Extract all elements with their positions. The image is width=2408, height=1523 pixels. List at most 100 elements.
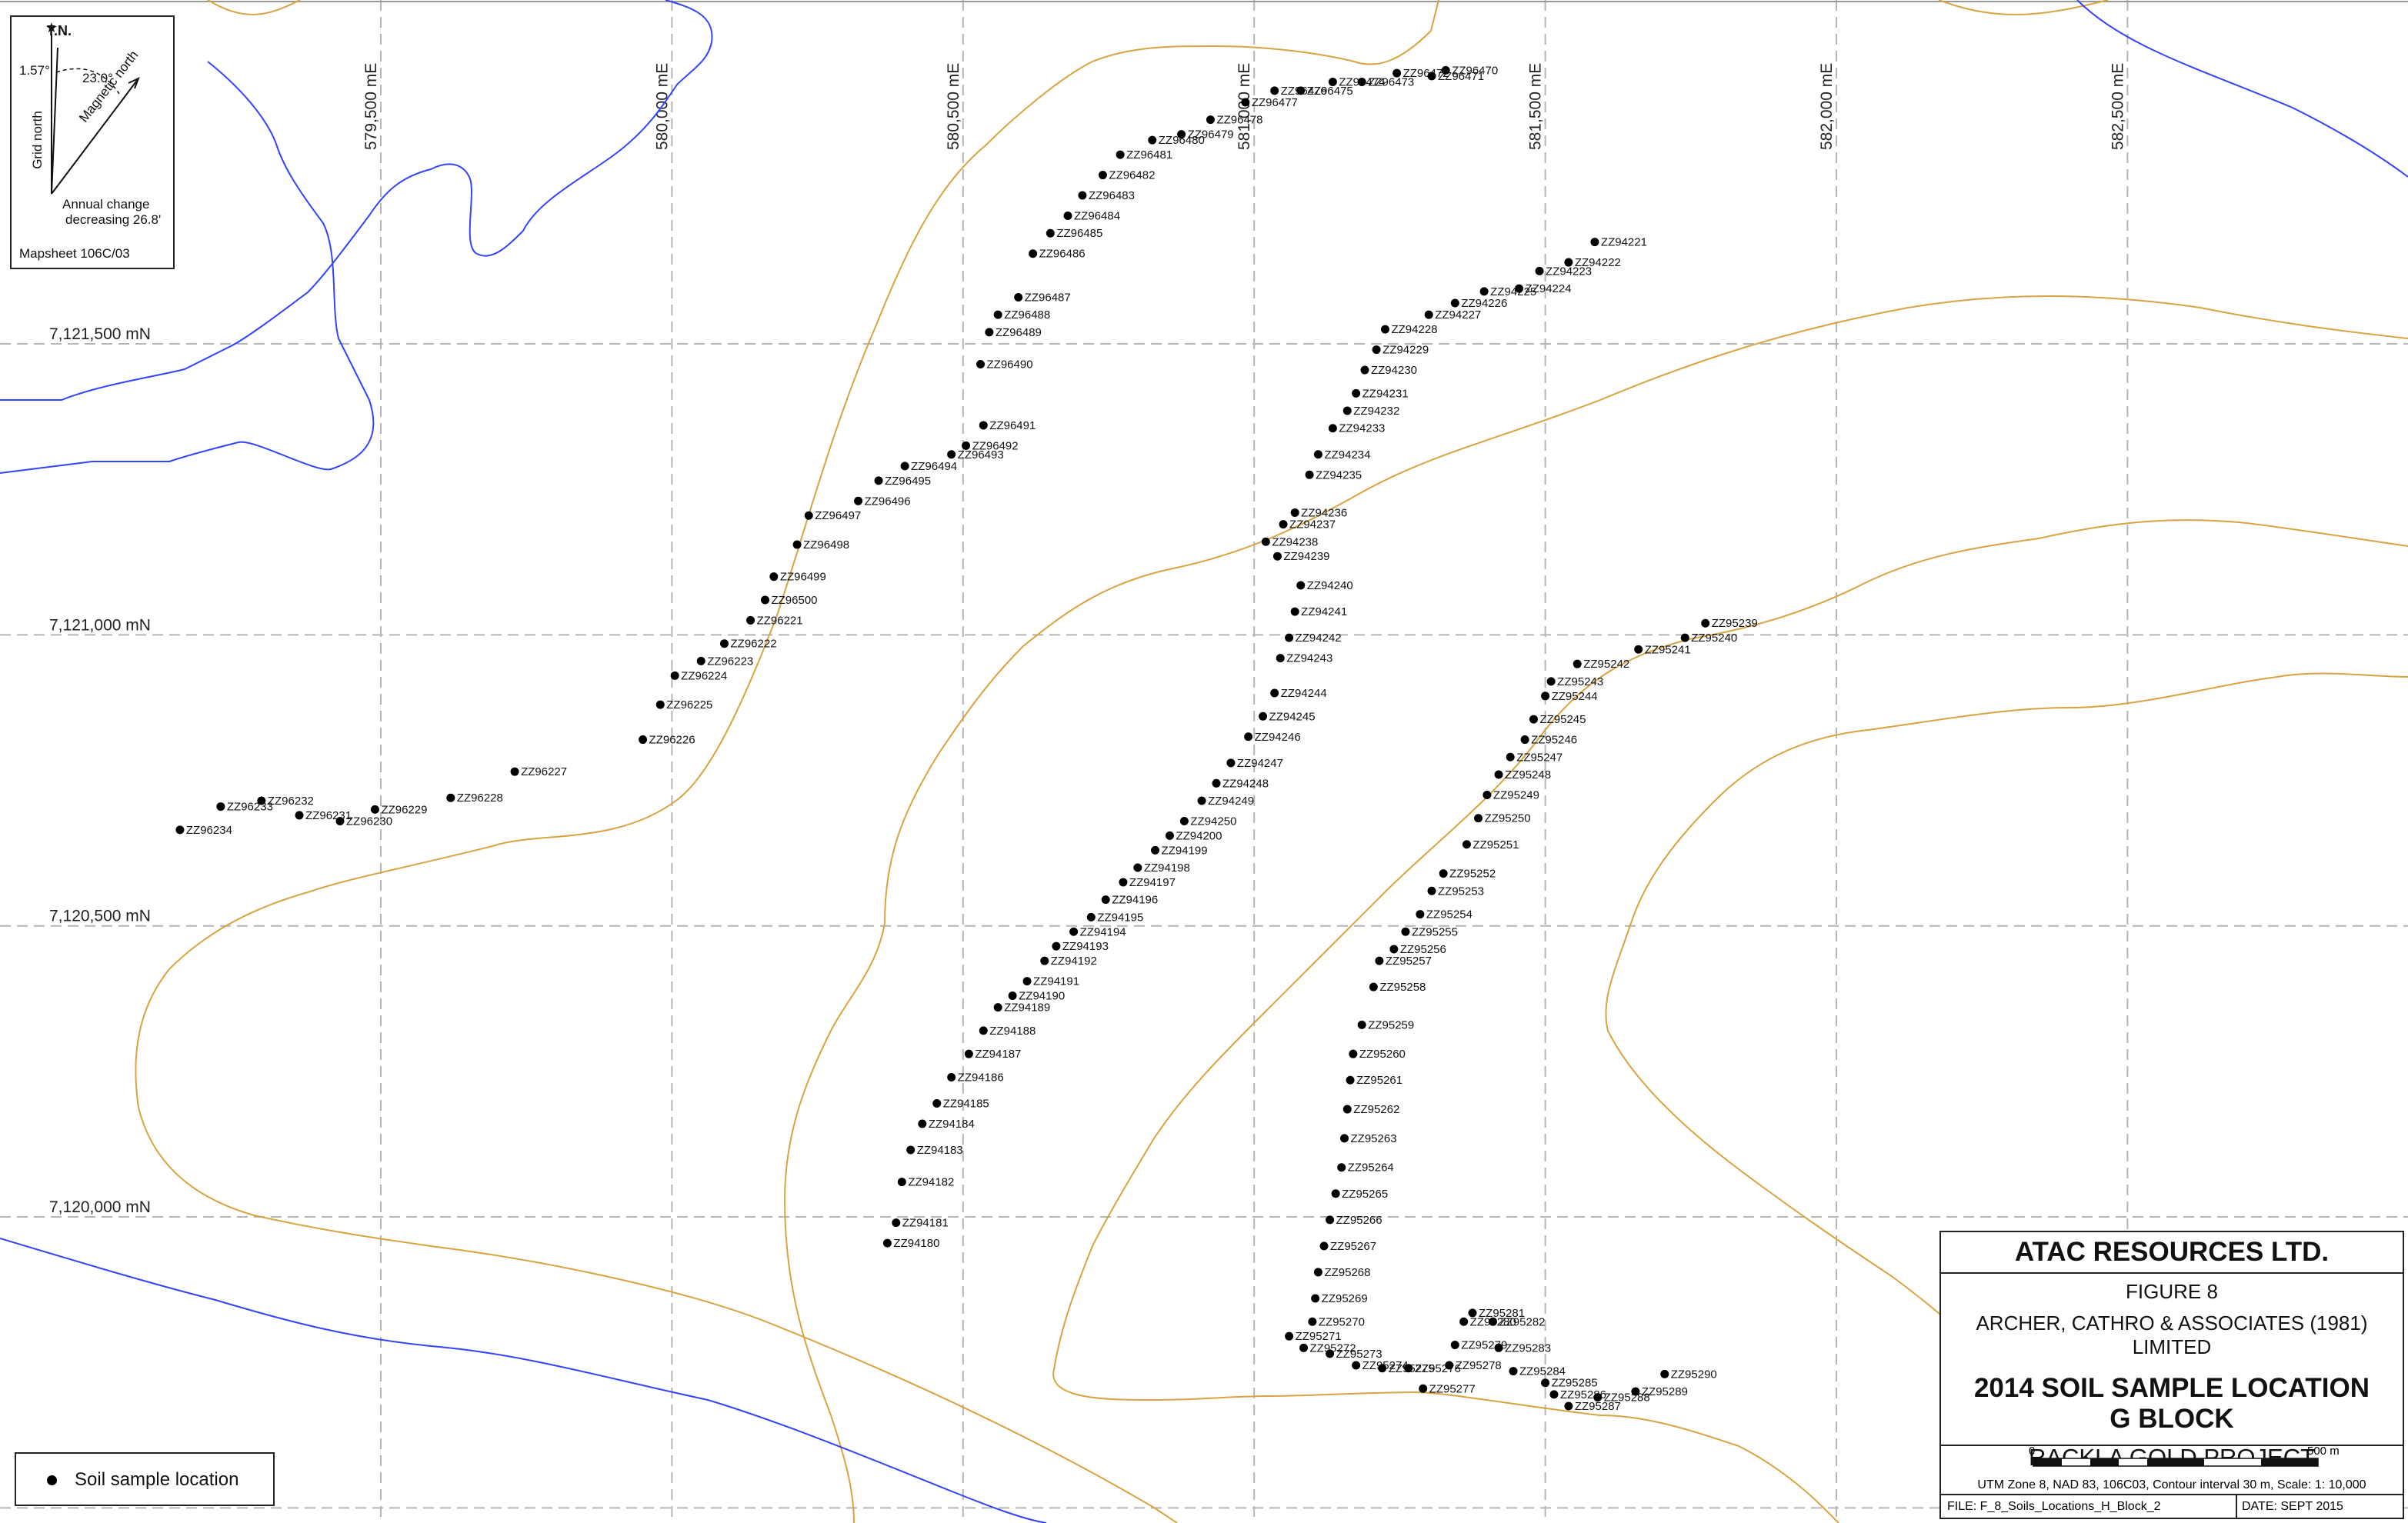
- sample-dot: [1069, 927, 1079, 936]
- sample-point: ZZ94222: [1564, 256, 1621, 269]
- sample-point: ZZ96487: [1014, 291, 1071, 304]
- sample-dot: [769, 572, 779, 582]
- sample-label: ZZ95263: [1351, 1132, 1397, 1145]
- file-name: FILE: F_8_Soils_Locations_H_Block_2: [1941, 1494, 2237, 1518]
- sample-label: ZZ96481: [1126, 148, 1172, 162]
- sample-dot: [1098, 171, 1107, 180]
- annual-change-label: Annual change: [62, 197, 150, 212]
- sample-dot: [1474, 814, 1483, 823]
- sample-dot: [1086, 912, 1096, 921]
- sample-label: ZZ94187: [975, 1048, 1021, 1061]
- sample-point: ZZ96499: [769, 571, 826, 584]
- sample-dot: [1272, 552, 1282, 561]
- sample-point: ZZ96485: [1046, 227, 1102, 240]
- northing-label: 7,120,500 mN: [49, 908, 151, 925]
- sample-point: ZZ96484: [1063, 210, 1120, 223]
- sample-dot: [1328, 77, 1337, 86]
- sample-dot: [1119, 878, 1128, 887]
- sample-label: ZZ95252: [1449, 868, 1496, 881]
- sample-point: ZZ96479: [1177, 128, 1234, 142]
- sample-dot: [1564, 258, 1573, 267]
- sample-label: ZZ96494: [911, 460, 957, 473]
- sample-label: ZZ96482: [1109, 169, 1155, 182]
- sample-dot: [1357, 77, 1366, 86]
- sample-dot: [1116, 150, 1125, 159]
- sample-dot: [1450, 1341, 1459, 1350]
- sample-label: ZZ94225: [1490, 285, 1536, 298]
- sample-point: ZZ96472: [1392, 67, 1449, 80]
- sample-dot: [1631, 1387, 1640, 1396]
- sample-point: ZZ94184: [918, 1118, 975, 1131]
- sample-label: ZZ94199: [1162, 844, 1208, 857]
- sample-dot: [1261, 537, 1270, 546]
- sample-dot: [1285, 1331, 1294, 1341]
- map-legend: Soil sample location: [15, 1452, 275, 1506]
- sample-point: ZZ95277: [1419, 1382, 1476, 1395]
- sample-dot: [964, 1049, 973, 1058]
- contour-line: [135, 0, 1439, 1523]
- sample-point: ZZ95245: [1529, 713, 1586, 726]
- sample-point: ZZ95247: [1506, 751, 1563, 764]
- sample-label: ZZ96483: [1089, 189, 1135, 202]
- sample-point: ZZ95282: [1488, 1315, 1546, 1328]
- sample-point: ZZ95259: [1357, 1018, 1414, 1031]
- sample-label: ZZ96490: [987, 358, 1033, 371]
- sample-label: ZZ94239: [1283, 550, 1329, 563]
- sample-label: ZZ95251: [1472, 838, 1519, 851]
- sample-point: ZZ95251: [1462, 838, 1519, 851]
- sample-dot: [1290, 607, 1299, 616]
- sample-point: ZZ96224: [670, 669, 727, 682]
- sample-point: ZZ94223: [1535, 265, 1592, 278]
- easting-label: 582,000 mE: [1818, 63, 1836, 150]
- sample-label: ZZ96230: [346, 815, 392, 828]
- sample-label: ZZ95255: [1412, 925, 1458, 938]
- sample-point: ZZ95287: [1564, 1400, 1621, 1413]
- sample-label: ZZ96500: [771, 594, 817, 607]
- sample-dot: [985, 328, 994, 337]
- sample-point: ZZ94200: [1165, 829, 1222, 842]
- sample-label: ZZ94194: [1080, 925, 1126, 938]
- easting-label: 581,500 mE: [1527, 63, 1545, 150]
- sample-point: ZZ94193: [1052, 940, 1109, 953]
- sample-point: ZZ96495: [874, 475, 931, 488]
- sample-dot: [1331, 1189, 1340, 1198]
- sample-point: ZZ95271: [1285, 1330, 1342, 1343]
- sample-label: ZZ95249: [1493, 788, 1539, 801]
- sample-label: ZZ95273: [1336, 1348, 1382, 1361]
- sample-dot: [1392, 68, 1402, 78]
- sample-label: ZZ94200: [1176, 829, 1222, 842]
- sample-point: ZZ94237: [1279, 518, 1336, 532]
- sample-label: ZZ94235: [1316, 468, 1362, 482]
- sample-point: ZZ94235: [1305, 468, 1362, 482]
- sample-label: ZZ94226: [1461, 297, 1507, 310]
- sample-dot: [655, 700, 665, 709]
- easting-label: 581,000 mE: [1236, 63, 1253, 150]
- sample-label: ZZ95250: [1485, 812, 1531, 825]
- sample-label: ZZ96233: [227, 801, 273, 814]
- sample-label: ZZ94248: [1222, 777, 1269, 790]
- projection-note: UTM Zone 8, NAD 83, 106C03, Contour inte…: [1977, 1478, 2366, 1491]
- sample-point: ZZ96223: [696, 655, 753, 668]
- sample-dot: [1549, 1390, 1559, 1399]
- sample-point: ZZ94190: [1008, 990, 1065, 1003]
- sample-dot: [1241, 98, 1250, 107]
- scale-start-label: 0: [2029, 1445, 2036, 1458]
- sample-label: ZZ96223: [707, 655, 753, 668]
- sample-point: ZZ95278: [1445, 1359, 1502, 1372]
- sample-label: ZZ96475: [1307, 85, 1353, 98]
- sample-dot: [1311, 1294, 1320, 1303]
- sample-label: ZZ96228: [457, 791, 503, 805]
- sample-point: ZZ95272: [1299, 1341, 1356, 1355]
- sample-point: ZZ94238: [1261, 535, 1318, 548]
- sample-dot: [1328, 424, 1337, 433]
- sample-dot: [1046, 228, 1055, 238]
- sample-dot: [1352, 388, 1361, 398]
- north-arrow-panel: ★ T.N. 1.57° 23.0° Grid north Magnetic n…: [10, 15, 175, 269]
- sample-dot: [1349, 1049, 1358, 1058]
- sample-point: ZZ96497: [804, 509, 861, 522]
- sample-label: ZZ95269: [1322, 1292, 1368, 1305]
- sample-dot: [1179, 816, 1189, 825]
- sample-label: ZZ94192: [1051, 955, 1097, 968]
- sample-label: ZZ95253: [1438, 885, 1484, 898]
